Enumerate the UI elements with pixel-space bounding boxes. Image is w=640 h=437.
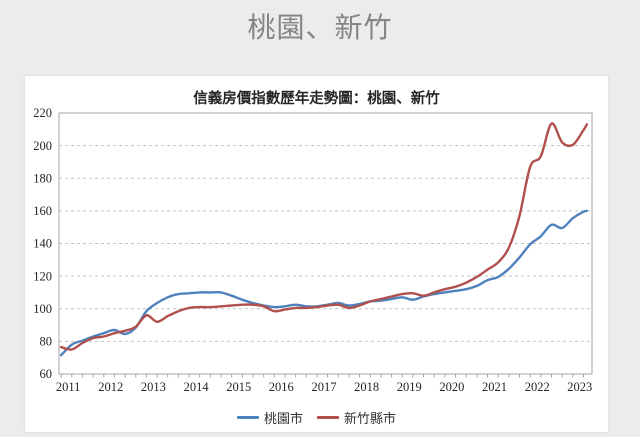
svg-text:120: 120	[33, 269, 52, 283]
svg-text:100: 100	[33, 302, 52, 316]
taoyuan-line-swatch-icon	[236, 416, 259, 419]
svg-text:2020: 2020	[439, 380, 464, 394]
chart-card: 信義房價指數歷年走勢圖：桃園、新竹 60 80 100 120 140 160 180 200…	[25, 76, 608, 432]
svg-text:2016: 2016	[269, 380, 294, 394]
svg-text:2021: 2021	[482, 380, 507, 394]
svg-text:60: 60	[40, 367, 53, 381]
svg-text:160: 160	[33, 204, 52, 218]
svg-text:2015: 2015	[226, 380, 251, 394]
page-title: 桃園、新竹	[247, 12, 393, 43]
legend-label-hsinchu: 新竹縣市	[344, 411, 397, 426]
svg-text:140: 140	[33, 237, 52, 251]
legend-label-taoyuan: 桃園市	[263, 411, 303, 426]
chart-plot: 60 80 100 120 140 160 180 200 220 2011 2012 2013 201…	[33, 106, 593, 394]
svg-text:180: 180	[33, 172, 52, 186]
chart-legend: 桃園市 新竹縣市	[25, 408, 608, 427]
svg-text:2017: 2017	[312, 380, 337, 394]
svg-text:2018: 2018	[354, 380, 379, 394]
svg-text:80: 80	[40, 335, 53, 349]
svg-text:2023: 2023	[567, 380, 592, 394]
legend-item-hsinchu: 新竹縣市	[317, 408, 396, 427]
svg-text:2012: 2012	[98, 380, 123, 394]
svg-text:2011: 2011	[56, 380, 81, 394]
svg-text:2022: 2022	[525, 380, 550, 394]
svg-text:2019: 2019	[397, 380, 422, 394]
svg-text:2014: 2014	[184, 380, 210, 394]
svg-text:200: 200	[33, 139, 52, 153]
legend-item-taoyuan: 桃園市	[236, 408, 303, 427]
chart-title: 信義房價指數歷年走勢圖：桃園、新竹	[193, 91, 440, 107]
hsinchu-line-swatch-icon	[317, 416, 339, 419]
svg-text:220: 220	[33, 106, 52, 120]
svg-text:2013: 2013	[141, 380, 166, 394]
